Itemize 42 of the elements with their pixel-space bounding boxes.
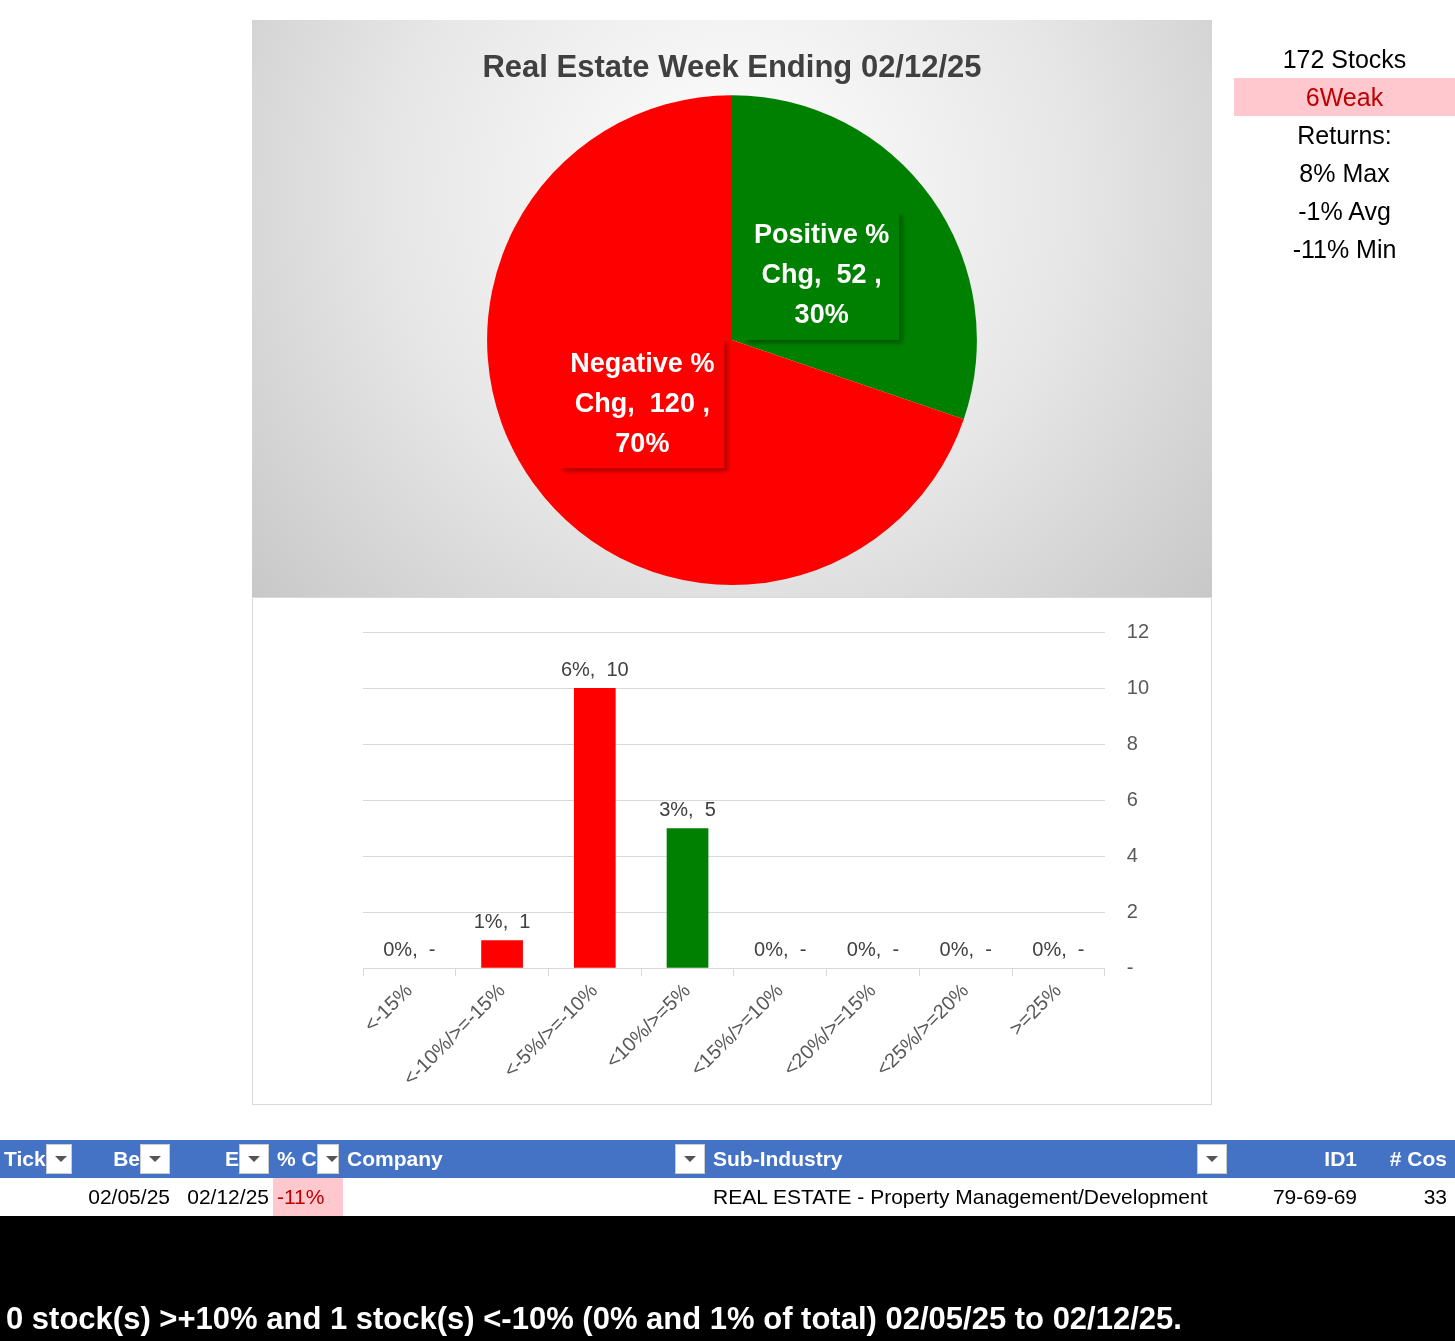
text: 33 xyxy=(1423,1185,1447,1208)
category-label: Company xyxy=(347,1147,443,1171)
category-label: ID1 xyxy=(1324,1147,1357,1171)
data-label: 0%, - xyxy=(939,937,992,960)
bar xyxy=(573,688,616,968)
category-label: # Cos xyxy=(1389,1147,1447,1171)
bar xyxy=(666,828,709,968)
text: 79-69-69 xyxy=(1272,1185,1357,1208)
category-label: Be xyxy=(113,1147,140,1171)
text: Returns: xyxy=(1296,120,1393,151)
chart-title: Real Estate Week Ending 02/12/25 xyxy=(482,49,982,85)
category-label: E xyxy=(224,1147,239,1171)
category-label: % C xyxy=(277,1147,317,1171)
data-label: 3%, 5 xyxy=(659,797,716,820)
data-label: 0%, - xyxy=(846,937,900,960)
text: -1% Avg xyxy=(1297,196,1392,227)
y-tick-label: 12 xyxy=(1126,619,1149,642)
y-tick-label: - xyxy=(1126,955,1134,978)
slice-label: Negative % Chg, 120 , 70% xyxy=(570,347,715,458)
data-label: 6%, 10 xyxy=(560,657,629,680)
data-label: 0%, - xyxy=(754,937,807,960)
text: REAL ESTATE - Property Management/Development xyxy=(713,1185,1208,1208)
text: 02/12/25 xyxy=(187,1185,269,1208)
category-label: Sub-Industry xyxy=(713,1147,843,1171)
slice-label: Positive % Chg, 52 , 30% xyxy=(754,219,890,330)
data-label: 0%, - xyxy=(1032,937,1085,960)
text: 0 stock(s) >+10% and 1 stock(s) <-10% (0% and 1% of total) 02/05/25 to 02/12/25. xyxy=(6,1301,1182,1337)
text: 8% Max xyxy=(1298,158,1391,189)
data-label: 1%, 1 xyxy=(473,909,531,932)
text: 172 Stocks xyxy=(1281,44,1408,75)
text: -11% Min xyxy=(1291,234,1398,265)
bar xyxy=(481,940,523,968)
y-tick-label: 10 xyxy=(1126,675,1149,698)
y-tick-label: 6 xyxy=(1126,787,1138,810)
category-label: Tick xyxy=(4,1147,46,1171)
y-tick-label: 2 xyxy=(1126,899,1138,922)
y-tick-label: 4 xyxy=(1126,843,1138,866)
y-tick-label: 8 xyxy=(1126,731,1138,754)
text: 02/05/25 xyxy=(88,1185,170,1208)
data-label: 0%, - xyxy=(383,937,436,960)
text: 6Weak xyxy=(1234,78,1455,116)
text: -11% xyxy=(277,1185,325,1208)
